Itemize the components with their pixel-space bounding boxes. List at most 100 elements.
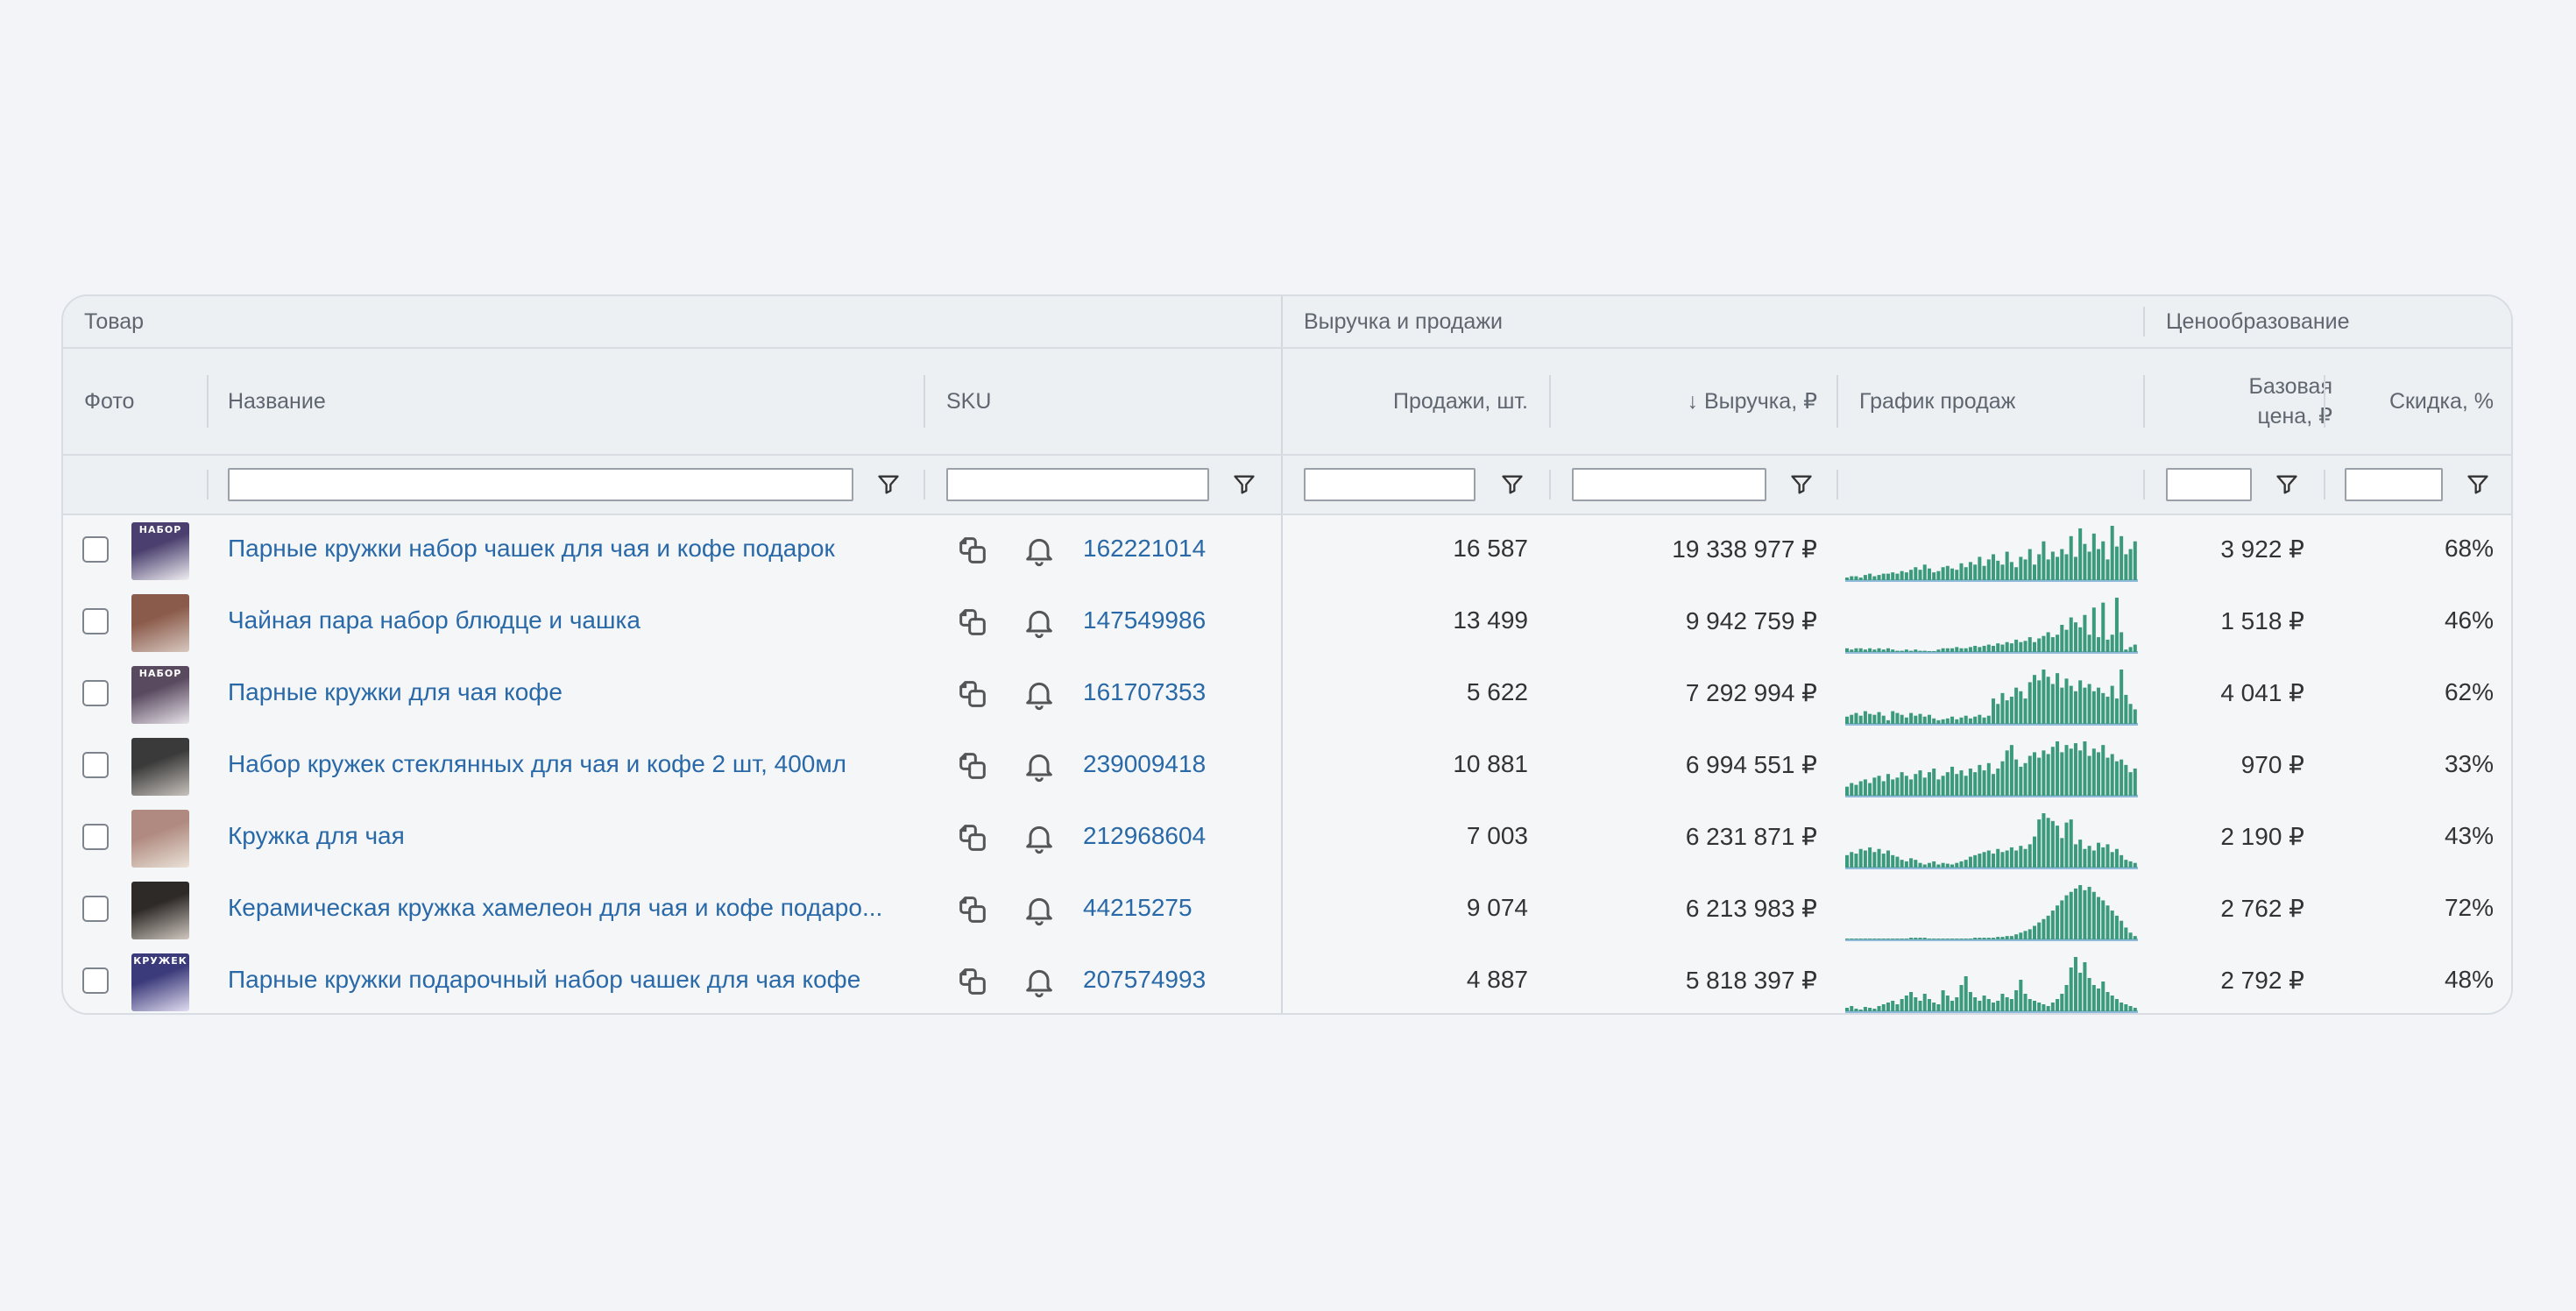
sales-sparkline[interactable] — [1845, 883, 2138, 941]
sku-filter-input[interactable] — [946, 468, 1209, 501]
filter-icon[interactable] — [2466, 472, 2490, 497]
bell-icon[interactable] — [1022, 820, 1057, 855]
row-checkbox[interactable] — [82, 680, 109, 706]
copy-icon[interactable] — [955, 748, 990, 783]
col-divider[interactable] — [1549, 375, 1551, 428]
bell-icon[interactable] — [1022, 677, 1057, 712]
table-row[interactable]: НАБОР Парные кружки набор чашек для чая … — [63, 515, 2511, 589]
col-base-price[interactable]: Базовая цена, ₽ — [2157, 349, 2332, 454]
product-photo[interactable] — [131, 738, 189, 796]
col-name[interactable]: Название — [228, 388, 326, 414]
copy-icon[interactable] — [955, 964, 990, 999]
row-checkbox[interactable] — [82, 896, 109, 922]
product-name-link[interactable]: Парные кружки для чая кофе — [228, 678, 563, 705]
copy-icon[interactable] — [955, 820, 990, 855]
row-checkbox[interactable] — [82, 752, 109, 778]
base-price-value: 2 792 ₽ — [2220, 967, 2304, 994]
revenue-filter-input[interactable] — [1572, 468, 1766, 501]
sales-sparkline[interactable] — [1845, 524, 2138, 582]
col-divider[interactable] — [924, 375, 925, 428]
sales-filter-input[interactable] — [1304, 468, 1476, 501]
sparkline-bar — [2083, 614, 2087, 652]
product-photo[interactable]: НАБОР — [131, 666, 189, 724]
bell-icon[interactable] — [1022, 964, 1057, 999]
table-row[interactable]: Набор кружек стеклянных для чая и кофе 2… — [63, 731, 2511, 804]
name-filter-input[interactable] — [228, 468, 853, 501]
sparkline-bar — [1978, 556, 1982, 580]
sku-link[interactable]: 212968604 — [1083, 822, 1207, 849]
sparkline-bar — [2105, 639, 2110, 652]
filter-icon[interactable] — [1232, 472, 1256, 497]
bell-icon[interactable] — [1022, 892, 1057, 927]
col-sku[interactable]: SKU — [946, 388, 992, 414]
product-name-link[interactable]: Керамическая кружка хамелеон для чая и к… — [228, 894, 883, 921]
product-photo[interactable] — [131, 882, 189, 939]
sales-sparkline[interactable] — [1845, 955, 2138, 1013]
copy-icon[interactable] — [955, 605, 990, 640]
filter-icon[interactable] — [2275, 472, 2299, 497]
col-divider[interactable] — [1836, 375, 1838, 428]
product-name-link[interactable]: Кружка для чая — [228, 822, 405, 849]
product-name-link[interactable]: Набор кружек стеклянных для чая и кофе 2… — [228, 750, 846, 777]
col-discount[interactable]: Скидка, % — [2388, 388, 2494, 414]
table-row[interactable]: Кружка для чая 212968604 7 003 6 231 871… — [63, 803, 2511, 876]
sku-link[interactable]: 207574993 — [1083, 966, 1207, 993]
price-filter-input[interactable] — [2166, 468, 2252, 501]
table-row[interactable]: Чайная пара набор блюдце и чашка 1475499… — [63, 587, 2511, 661]
filter-icon[interactable] — [1500, 472, 1525, 497]
sparkline-bar — [1982, 852, 1986, 868]
sales-sparkline[interactable] — [1845, 596, 2138, 654]
product-name-link[interactable]: Чайная пара набор блюдце и чашка — [228, 606, 640, 634]
bell-icon[interactable] — [1022, 748, 1057, 783]
sku-link[interactable]: 147549986 — [1083, 606, 1207, 634]
product-name-link[interactable]: Парные кружки подарочный набор чашек для… — [228, 966, 861, 993]
sparkline-bar — [2101, 900, 2105, 939]
product-photo[interactable]: КРУЖЕК — [131, 953, 189, 1011]
sparkline-bar — [1909, 858, 1914, 868]
row-checkbox[interactable] — [82, 824, 109, 850]
sparkline-bar — [1936, 649, 1941, 652]
row-checkbox[interactable] — [82, 608, 109, 634]
bell-icon[interactable] — [1022, 605, 1057, 640]
row-checkbox[interactable] — [82, 536, 109, 563]
sparkline-bar — [1950, 864, 1955, 868]
sparkline-bar — [2050, 747, 2055, 796]
sales-sparkline[interactable] — [1845, 811, 2138, 869]
table-row[interactable]: Керамическая кружка хамелеон для чая и к… — [63, 875, 2511, 948]
sku-link[interactable]: 44215275 — [1083, 894, 1192, 921]
col-chart[interactable]: График продаж — [1859, 388, 2016, 414]
copy-icon[interactable] — [955, 533, 990, 568]
row-checkbox[interactable] — [82, 967, 109, 994]
sparkline-bar — [2078, 973, 2083, 1011]
col-divider[interactable] — [2143, 375, 2145, 428]
filter-icon[interactable] — [876, 472, 901, 497]
sparkline-bar — [1955, 570, 1959, 580]
sparkline-bar — [2069, 819, 2073, 868]
product-photo[interactable] — [131, 594, 189, 652]
discount-filter-input[interactable] — [2345, 468, 2443, 501]
product-photo[interactable] — [131, 810, 189, 868]
product-name-link[interactable]: Парные кружки набор чашек для чая и кофе… — [228, 535, 835, 562]
col-divider[interactable] — [207, 375, 209, 428]
bell-icon[interactable] — [1022, 533, 1057, 568]
sparkline-bar — [1945, 996, 1950, 1011]
sales-sparkline[interactable] — [1845, 668, 2138, 726]
sku-link[interactable]: 162221014 — [1083, 535, 1207, 562]
sparkline-bar — [1932, 718, 1936, 724]
filter-icon[interactable] — [1789, 472, 1814, 497]
copy-icon[interactable] — [955, 677, 990, 712]
sparkline-bar — [2014, 850, 2019, 868]
sparkline-bar — [1845, 1008, 1850, 1011]
col-photo[interactable]: Фото — [84, 388, 135, 414]
table-row[interactable]: НАБОР Парные кружки для чая кофе 1617073… — [63, 659, 2511, 733]
copy-icon[interactable] — [955, 892, 990, 927]
col-sales[interactable]: Продажи, шт. — [1393, 388, 1528, 414]
sku-link[interactable]: 161707353 — [1083, 678, 1207, 705]
sales-sparkline[interactable] — [1845, 740, 2138, 797]
col-revenue-sorted[interactable]: ↓ Выручка, ₽ — [1687, 389, 1817, 414]
product-photo[interactable]: НАБОР — [131, 522, 189, 580]
base-price-value: 3 922 ₽ — [2220, 535, 2304, 563]
col-divider[interactable] — [2324, 375, 2325, 428]
sku-link[interactable]: 239009418 — [1083, 750, 1207, 777]
table-row[interactable]: КРУЖЕК Парные кружки подарочный набор ча… — [63, 946, 2511, 1013]
